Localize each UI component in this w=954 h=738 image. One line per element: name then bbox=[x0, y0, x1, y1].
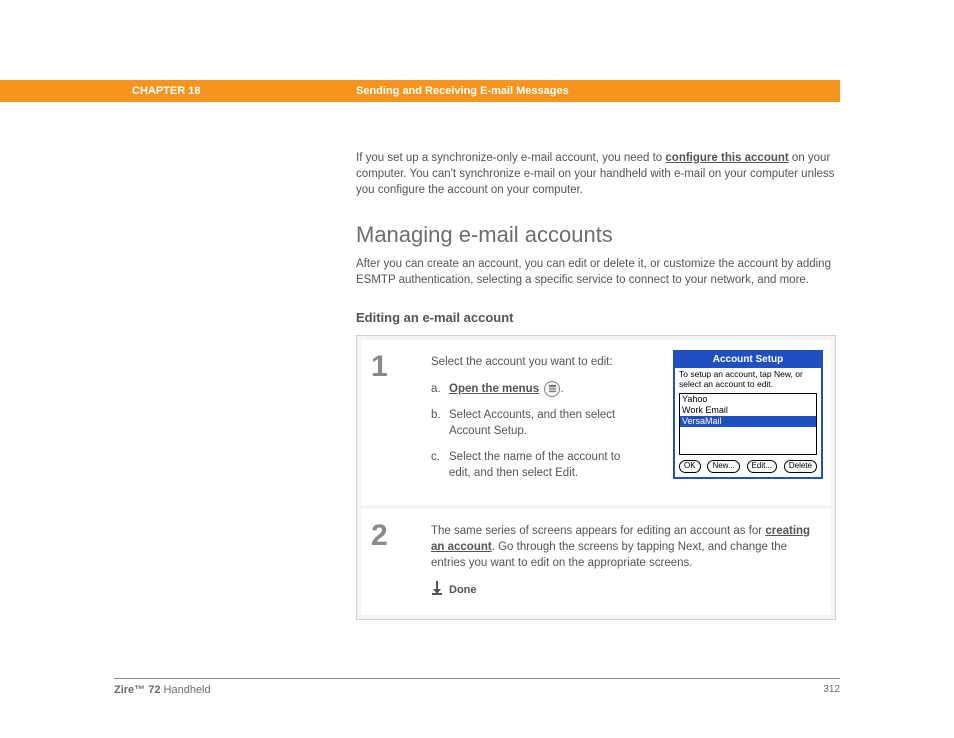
palm-account-list: Yahoo Work Email VersaMail bbox=[679, 393, 817, 455]
done-label: Done bbox=[449, 583, 477, 598]
intro-paragraph: If you set up a synchronize-only e-mail … bbox=[356, 150, 836, 198]
step-2-body: The same series of screens appears for e… bbox=[431, 509, 831, 615]
palm-list-item: Yahoo bbox=[680, 394, 816, 405]
palm-button-row: OK New... Edit... Delete bbox=[675, 457, 821, 476]
step-1-body: Select the account you want to edit: a. … bbox=[431, 340, 831, 505]
menu-icon bbox=[544, 381, 560, 397]
sub-heading: Editing an e-mail account bbox=[356, 310, 836, 325]
step-1-substeps: a. Open the menus . b. Select Accounts, … bbox=[431, 381, 626, 482]
step-2-pre: The same series of screens appears for e… bbox=[431, 525, 765, 537]
footer-product-rest: Handheld bbox=[160, 684, 210, 696]
substep-c: c. Select the name of the account to edi… bbox=[431, 449, 626, 481]
section-paragraph: After you can create an account, you can… bbox=[356, 256, 836, 288]
palm-list-item: Work Email bbox=[680, 405, 816, 416]
substep-c-text: Select the name of the account to edit, … bbox=[449, 449, 626, 481]
section-heading: Managing e-mail accounts bbox=[356, 222, 836, 248]
open-menus-link[interactable]: Open the menus bbox=[449, 383, 539, 395]
chapter-number: CHAPTER 18 bbox=[132, 85, 200, 97]
step-1: 1 Select the account you want to edit: a… bbox=[361, 340, 831, 505]
substep-marker: b. bbox=[431, 407, 449, 439]
palm-instruction: To setup an account, tap New, or select … bbox=[675, 368, 821, 391]
chapter-header-bar: CHAPTER 18 Sending and Receiving E-mail … bbox=[0, 80, 840, 102]
palm-edit-button: Edit... bbox=[747, 460, 777, 472]
content-column: If you set up a synchronize-only e-mail … bbox=[356, 150, 836, 620]
palm-title: Account Setup bbox=[675, 352, 821, 368]
substep-b: b. Select Accounts, and then select Acco… bbox=[431, 407, 626, 439]
step-2-paragraph: The same series of screens appears for e… bbox=[431, 523, 819, 571]
palm-ok-button: OK bbox=[679, 460, 701, 472]
step-number: 1 bbox=[361, 340, 431, 505]
step-number: 2 bbox=[361, 509, 431, 615]
substep-marker: a. bbox=[431, 381, 449, 397]
substep-a: a. Open the menus . bbox=[431, 381, 626, 397]
footer-page-number: 312 bbox=[823, 684, 840, 695]
substep-marker: c. bbox=[431, 449, 449, 481]
footer-rule bbox=[114, 678, 840, 679]
account-setup-screenshot: Account Setup To setup an account, tap N… bbox=[673, 350, 823, 478]
configure-account-link[interactable]: configure this account bbox=[665, 152, 788, 164]
substep-b-text: Select Accounts, and then select Account… bbox=[449, 407, 626, 439]
step-1-lead: Select the account you want to edit: bbox=[431, 354, 626, 370]
steps-container: 1 Select the account you want to edit: a… bbox=[356, 335, 836, 619]
footer-product-bold: Zire™ 72 bbox=[114, 684, 160, 696]
step-2: 2 The same series of screens appears for… bbox=[361, 509, 831, 615]
substep-a-period: . bbox=[560, 383, 563, 395]
chapter-title: Sending and Receiving E-mail Messages bbox=[356, 85, 569, 97]
done-indicator: Done bbox=[431, 581, 819, 601]
palm-delete-button: Delete bbox=[784, 460, 817, 472]
palm-list-item-selected: VersaMail bbox=[680, 416, 816, 427]
done-arrow-icon bbox=[431, 581, 443, 601]
palm-new-button: New... bbox=[707, 460, 739, 472]
intro-pre: If you set up a synchronize-only e-mail … bbox=[356, 152, 665, 164]
footer-product: Zire™ 72 Handheld bbox=[114, 684, 211, 696]
